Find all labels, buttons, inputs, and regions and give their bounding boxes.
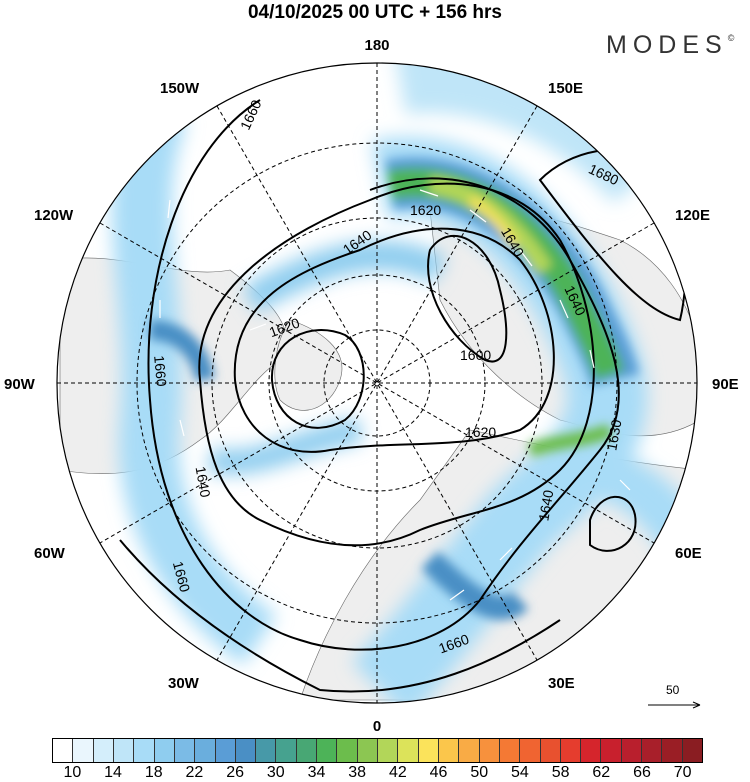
logo-text: MODES xyxy=(606,31,728,59)
colorbar-label: 66 xyxy=(633,764,651,781)
longitude-labels: 180 0 90W 90E 150W 150E 120W 120E 60W 60… xyxy=(4,37,739,735)
colorbar-label: 22 xyxy=(185,764,204,781)
colorbar-label: 38 xyxy=(348,764,367,781)
colorbar-swatch xyxy=(642,739,663,762)
modes-logo: MODES© xyxy=(606,31,734,60)
colorbar-swatch xyxy=(235,739,257,762)
colorbar-swatch xyxy=(134,739,155,762)
colorbar-swatch xyxy=(540,739,561,762)
lon-label-90e: 90E xyxy=(712,376,739,393)
colorbar-label: 62 xyxy=(592,764,611,781)
contour-label: 1640 xyxy=(193,465,214,499)
colorbar-label: 26 xyxy=(226,764,244,781)
contour-label: 1600 xyxy=(460,347,491,363)
colorbar-swatch xyxy=(154,739,175,762)
lon-label-180: 180 xyxy=(364,37,389,54)
contour-label: 1620 xyxy=(410,202,441,218)
colorbar-swatch xyxy=(479,739,500,762)
colorbar-swatch xyxy=(317,739,338,762)
colorbar-swatch xyxy=(418,739,439,762)
colorbar-label: 50 xyxy=(470,764,489,781)
colorbar-swatch xyxy=(621,739,643,762)
contour-label: 1640 xyxy=(535,488,556,522)
colorbar-label: 54 xyxy=(511,764,529,781)
lon-label-30e: 30E xyxy=(548,675,575,692)
contour-label: 1630 xyxy=(603,418,624,452)
map-boundary xyxy=(56,62,698,704)
colorbar-swatch xyxy=(357,739,378,762)
colorbar-swatch xyxy=(174,739,196,762)
wind-vectors xyxy=(159,189,631,601)
height-contours xyxy=(119,99,687,693)
colorbar-swatch xyxy=(337,739,358,762)
colorbar-swatch xyxy=(53,739,74,762)
colorbar-label: 30 xyxy=(266,764,285,781)
colorbar-label: 70 xyxy=(673,764,692,781)
lon-label-150e: 150E xyxy=(548,80,583,97)
colorbar-swatch xyxy=(601,739,622,762)
lon-label-0: 0 xyxy=(373,718,381,735)
colorbar-label: 18 xyxy=(144,764,163,781)
colorbar-label: 42 xyxy=(388,764,407,781)
colorbar-swatch xyxy=(662,739,683,762)
lon-label-120w: 120W xyxy=(34,207,74,224)
colorbar-label: 46 xyxy=(429,764,448,781)
colorbar-swatch xyxy=(520,739,541,762)
lon-label-120e: 120E xyxy=(675,207,710,224)
lon-label-60e: 60E xyxy=(675,545,702,562)
colorbar-swatch xyxy=(276,739,297,762)
colorbar-swatch xyxy=(256,739,277,762)
colorbar-swatch xyxy=(73,739,94,762)
colorbar xyxy=(52,738,703,763)
colorbar-swatch xyxy=(560,739,582,762)
colorbar-swatch xyxy=(682,739,702,762)
colorbar-swatch xyxy=(93,739,114,762)
colorbar-label: 10 xyxy=(63,764,82,781)
lon-label-30w: 30W xyxy=(168,675,200,692)
reference-vector-label: 50 xyxy=(666,683,680,697)
contour-label: 1660 xyxy=(170,560,194,594)
colorbar-swatch xyxy=(438,739,460,762)
colorbar-swatch xyxy=(113,739,135,762)
map-title: 04/10/2025 00 UTC + 156 hrs xyxy=(247,2,503,23)
reference-vector-arrow xyxy=(648,701,701,709)
colorbar-swatch xyxy=(581,739,602,762)
contour-label: 1660 xyxy=(151,355,170,388)
contour-label: 1620 xyxy=(465,424,496,440)
colorbar-swatch xyxy=(398,739,419,762)
colorbar-label: 34 xyxy=(307,764,326,781)
logo-mark: © xyxy=(727,33,735,43)
jet-core xyxy=(149,157,640,620)
colorbar-swatch xyxy=(296,739,318,762)
colorbar-swatch xyxy=(195,739,216,762)
lon-label-90w: 90W xyxy=(4,376,36,393)
lon-label-150w: 150W xyxy=(160,80,200,97)
colorbar-swatch xyxy=(378,739,399,762)
colorbar-label: 14 xyxy=(104,764,122,781)
colorbar-swatch xyxy=(499,739,521,762)
colorbar-label: 58 xyxy=(551,764,570,781)
colorbar-swatch xyxy=(215,739,236,762)
graticule xyxy=(57,63,697,703)
lon-label-60w: 60W xyxy=(34,545,66,562)
colorbar-swatch xyxy=(459,739,480,762)
